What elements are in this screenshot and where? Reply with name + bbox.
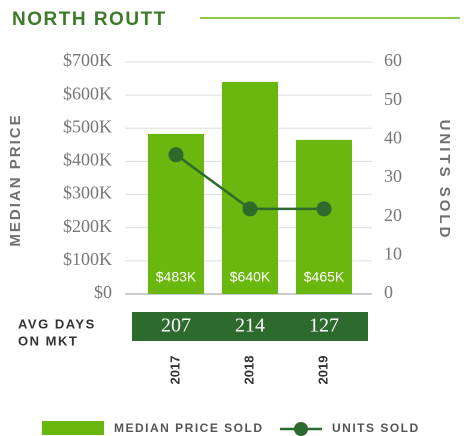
y-tick-label: $500K	[63, 116, 112, 136]
avg-days-value: 214	[235, 315, 265, 337]
bar	[296, 139, 352, 294]
y2-tick-label: 10	[384, 243, 402, 263]
x-tick-label: 2019	[315, 356, 330, 385]
legend-swatch	[42, 421, 104, 435]
chart-title: NORTH ROUTT	[12, 9, 167, 30]
y-tick-label: $200K	[63, 216, 112, 236]
avg-days-value: 207	[161, 315, 191, 337]
line-point	[168, 147, 184, 163]
line-point	[316, 201, 332, 217]
y2-tick-label: 40	[384, 127, 402, 147]
y-tick-label: $300K	[63, 183, 112, 203]
y-tick-label: $700K	[63, 50, 112, 70]
line-point	[242, 201, 258, 217]
avg-days-label: ON MKT	[18, 333, 78, 348]
y-tick-label: $0	[94, 282, 112, 302]
y2-tick-label: 20	[384, 205, 402, 225]
legend-label: UNITS SOLD	[332, 421, 420, 435]
y2-tick-label: 50	[384, 89, 402, 109]
legend-label: MEDIAN PRICE SOLD	[114, 421, 264, 435]
bar-value-label: $465K	[304, 269, 345, 285]
x-tick-label: 2017	[167, 356, 182, 385]
avg-days-label: AVG DAYS	[18, 316, 96, 331]
y-tick-label: $600K	[63, 83, 112, 103]
bar-value-label: $483K	[156, 269, 197, 285]
avg-days-band	[132, 312, 368, 341]
y2-tick-label: 60	[384, 50, 402, 70]
y-axis-title: MEDIAN PRICE	[7, 113, 24, 246]
avg-days-value: 127	[309, 315, 339, 337]
y-tick-label: $100K	[63, 249, 112, 269]
bar	[222, 81, 278, 294]
y2-tick-label: 30	[384, 166, 402, 186]
y-tick-label: $400K	[63, 150, 112, 170]
x-tick-label: 2018	[241, 356, 256, 385]
legend-marker	[294, 422, 308, 436]
y2-tick-label: 0	[384, 282, 393, 302]
y2-axis-title: UNITS SOLD	[436, 120, 453, 241]
bar-value-label: $640K	[230, 269, 271, 285]
